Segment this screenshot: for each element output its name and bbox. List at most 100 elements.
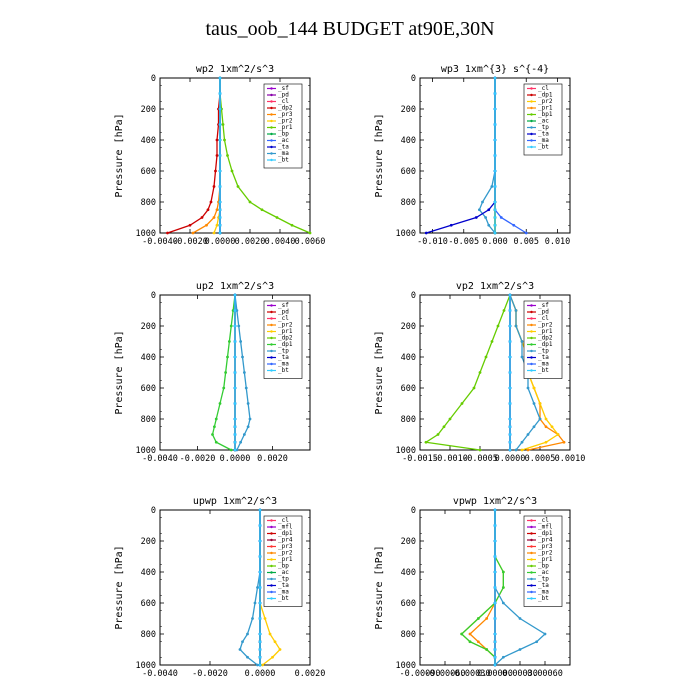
legend-label: _dp1 [278,341,293,348]
legend-label: _pr2 [538,98,553,105]
series-point-bt [258,508,262,512]
series-point-bt [218,223,222,227]
legend-marker [270,597,273,600]
y-tick-label: 800 [401,630,416,640]
legend-label: _pr3 [278,111,293,118]
legend-marker [270,310,273,314]
series-point-tp [242,433,246,436]
series-point-bt [258,640,262,644]
series-point-tp [501,655,505,659]
series-point-tp [526,433,530,436]
series-point-dp1 [229,324,233,328]
series-point-bt [493,76,497,80]
series-point-bt [218,154,222,157]
legend-label: _ta [538,354,549,361]
series-point-dp2 [200,216,204,219]
series-point-pr1 [290,223,294,227]
series-point-bt [493,555,497,558]
x-tick-label: 0.00030 [502,669,538,679]
series-point-bt [493,123,497,126]
series-point-bt [233,293,237,297]
series-point-pr1 [268,632,272,636]
series-point-bt [493,107,497,111]
series-point-dp2 [206,208,210,212]
series-point-dp1 [229,448,233,452]
series-point-pr1 [544,440,548,444]
series-point-bt [493,632,497,636]
legend-marker [530,356,533,359]
legend-marker [530,145,533,149]
legend-label: _pr4 [278,537,293,544]
legend-marker [530,362,533,366]
series-point-tp [514,448,518,452]
series-point-tp [518,648,522,651]
legend-label: _bt [538,144,549,151]
y-tick-label: 1000 [396,446,416,456]
series-point-bt [493,617,497,620]
legend-label: _ma [538,361,549,368]
y-tick-label: 1000 [136,661,156,671]
legend-label: _ac [278,569,289,576]
series-point-dp1 [214,440,218,444]
series-point-bt [508,402,512,405]
panel-title: vp2 1xm^2/s^3 [456,281,534,292]
legend-label: _ma [538,137,549,144]
panel-title: wp2 1xm^2/s^3 [196,64,274,75]
legend-label: _ac [538,118,549,125]
y-tick-label: 400 [141,353,156,363]
series-point-bt [493,185,497,188]
legend-marker [530,304,533,307]
legend-label: _cl [278,98,289,105]
legend-marker [530,100,533,103]
x-tick-label: 0.005 [513,237,539,247]
legend-marker [270,330,273,333]
legend-marker [270,590,273,594]
legend-box [263,83,303,169]
legend-marker [270,93,273,97]
legend-label: _ma [278,361,289,368]
series-point-bt [218,208,222,212]
series-point-pr1 [221,123,225,126]
legend-label: _ta [278,582,289,589]
y-tick-label: 1000 [396,229,416,239]
series-point-pr1 [226,154,229,157]
series-point-tp [520,440,524,444]
series-point-bt [233,425,237,429]
series-point-dp2 [188,223,192,227]
series-point-bt [258,632,262,636]
legend-label: _pd [278,309,289,316]
legend-marker [530,139,533,142]
series-point-pr1 [260,208,264,212]
legend-marker [270,317,273,320]
y-tick-label: 600 [141,167,156,177]
y-axis-label: Pressure [hPa] [374,545,385,629]
y-tick-label: 0 [411,506,416,516]
series-point-bt [493,200,497,204]
series-point-bt [493,663,497,667]
series-point-ta [474,216,478,219]
legend-label: _bp [538,563,549,570]
series-point-pr1 [230,169,234,173]
series-point-bt [493,648,497,651]
x-tick-label: 0.0040 [265,237,296,247]
legend-label: _pr2 [538,322,553,329]
series-point-bt [493,508,497,512]
series-point-pr1 [308,231,312,235]
legend-marker [270,145,273,149]
y-tick-label: 0 [151,506,156,516]
y-tick-label: 600 [401,599,416,609]
legend-box [523,515,563,607]
legend-label: _bt [278,595,289,602]
series-point-bt [218,169,222,173]
x-tick-label: 0.00060 [527,669,563,679]
legend-marker [270,113,273,116]
legend-marker [530,330,533,333]
x-tick-label: 0.0010 [555,454,586,464]
legend-label: _dp2 [278,105,293,112]
legend-marker [270,584,273,587]
series-point-tp [239,440,243,444]
legend-label: _cl [538,315,549,322]
series-point-dp2 [214,169,217,173]
y-tick-label: 400 [401,353,416,363]
series-point-ma [512,223,516,227]
